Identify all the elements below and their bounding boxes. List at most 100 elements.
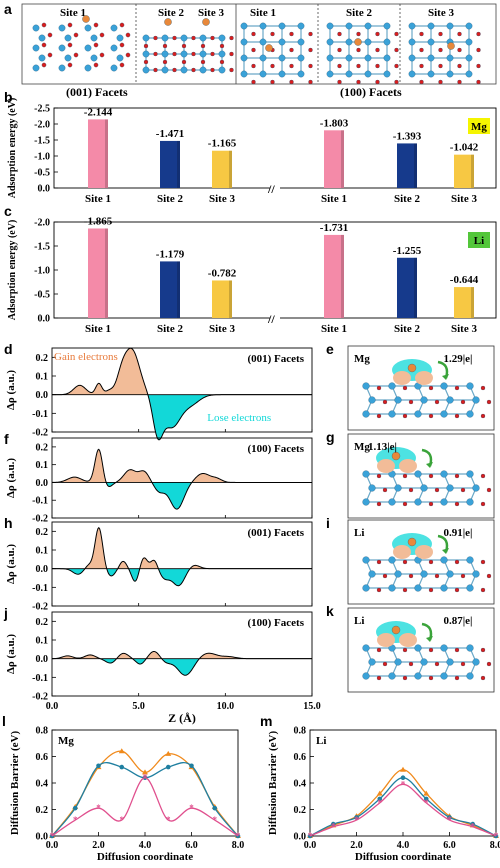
oxygen-atom <box>376 501 382 507</box>
y-tick-label: -0.5 <box>34 290 50 301</box>
substrate-atom <box>364 54 372 62</box>
panel-letter: m <box>260 713 272 729</box>
panel-letter: c <box>4 203 12 219</box>
charge-accumulation-lobe <box>415 545 433 559</box>
oxygen-atom <box>402 385 408 391</box>
oxygen-atom <box>419 31 424 37</box>
data-point: * <box>331 822 336 832</box>
panel-letter: a <box>4 1 12 17</box>
lose-area <box>52 568 312 586</box>
data-point <box>400 775 406 780</box>
oxygen-atom <box>454 413 460 419</box>
y-tick-label: -1.5 <box>34 136 50 147</box>
oxygen-atom <box>41 62 47 68</box>
oxygen-atom <box>486 573 492 579</box>
panel-letter: j <box>3 605 8 621</box>
panel-letter: g <box>326 429 335 445</box>
substrate-atom <box>110 24 118 32</box>
substrate-atom <box>446 22 454 30</box>
y-tick-label: -0.2 <box>32 602 48 613</box>
substrate-atom <box>58 44 66 52</box>
charge-accumulation-lobe <box>399 633 417 647</box>
facet-label: (100) Facets <box>247 443 304 455</box>
x-tick-label: 2.0 <box>350 840 363 851</box>
oxygen-atom <box>93 22 99 28</box>
adsorbate-atom <box>164 18 172 26</box>
substrate-atom <box>368 570 376 578</box>
y-axis-label: Δρ (a.u.) <box>5 458 17 498</box>
data-point <box>165 750 172 756</box>
substrate-atom <box>362 498 370 506</box>
adsorbate-atom <box>354 38 362 46</box>
substrate-atom <box>32 64 40 72</box>
substrate-atom <box>408 38 416 46</box>
oxygen-atom <box>402 501 408 507</box>
panel-letter: l <box>2 713 6 729</box>
x-tick-label: 8.0 <box>232 840 245 851</box>
site-label: Site 1 <box>60 7 86 19</box>
x-tick-label: 0.0 <box>46 840 59 851</box>
x-tick-label: Site 3 <box>451 193 477 205</box>
oxygen-atom <box>454 647 460 653</box>
bar-shade <box>341 130 344 188</box>
substrate-atom <box>345 22 353 30</box>
oxygen-atom <box>143 43 149 49</box>
bar-value-label: -1.165 <box>208 138 237 150</box>
oxygen-atom <box>454 385 460 391</box>
y-tick-label: 0.0 <box>38 184 51 195</box>
oxygen-atom <box>172 35 177 41</box>
adsorbate-atom <box>265 44 273 52</box>
plot-frame <box>51 437 313 519</box>
barrier-series-orange <box>51 750 239 837</box>
data-point <box>330 821 336 827</box>
substrate-atom <box>199 66 207 74</box>
substrate-atom <box>420 484 428 492</box>
oxygen-atom <box>47 32 53 38</box>
substrate-atom <box>472 484 480 492</box>
oxygen-atom <box>308 31 313 37</box>
substrate-atom <box>297 38 305 46</box>
oxygen-atom <box>181 59 187 65</box>
substrate-atom <box>446 484 454 492</box>
panel-letter: b <box>4 89 13 105</box>
substrate-atom <box>362 382 370 390</box>
substrate-atom <box>116 54 124 62</box>
y-tick-label: 0.2 <box>36 617 49 628</box>
charge-accumulation-lobe <box>393 371 411 385</box>
oxygen-atom <box>480 501 486 507</box>
substrate-atom <box>199 50 207 58</box>
substrate-atom <box>427 70 435 78</box>
substrate-atom <box>472 396 480 404</box>
oxygen-atom <box>476 63 481 69</box>
transfer-arrowhead <box>442 374 449 380</box>
oxygen-atom <box>119 42 125 48</box>
adsorbate-atom <box>447 42 455 50</box>
substrate-atom <box>240 54 248 62</box>
oxygen-atom <box>382 399 388 405</box>
substrate-atom <box>180 34 188 42</box>
substrate-atom <box>110 64 118 72</box>
substrate-atom <box>472 570 480 578</box>
y-tick-label: 0.0 <box>36 832 49 843</box>
substrate-atom <box>466 556 474 564</box>
substrate-atom <box>414 470 422 478</box>
panel-letter: f <box>4 431 9 447</box>
lose-area <box>52 482 312 510</box>
element-label: Mg <box>354 353 370 365</box>
substrate-atom <box>278 22 286 30</box>
plot-frame <box>51 729 239 837</box>
data-point: * <box>213 815 218 825</box>
data-point <box>189 763 194 769</box>
facet-label-100: (100) Facets <box>340 85 402 99</box>
substrate-atom <box>446 658 454 666</box>
transfer-arrowhead <box>442 548 449 554</box>
data-point <box>96 763 101 769</box>
data-point <box>118 748 125 754</box>
bar <box>454 287 474 318</box>
data-point: * <box>236 831 241 841</box>
oxygen-atom <box>419 47 424 53</box>
substrate-atom <box>259 70 267 78</box>
oxygen-atom <box>251 63 256 69</box>
element-label: Li <box>316 735 326 747</box>
oxygen-atom <box>99 32 105 38</box>
